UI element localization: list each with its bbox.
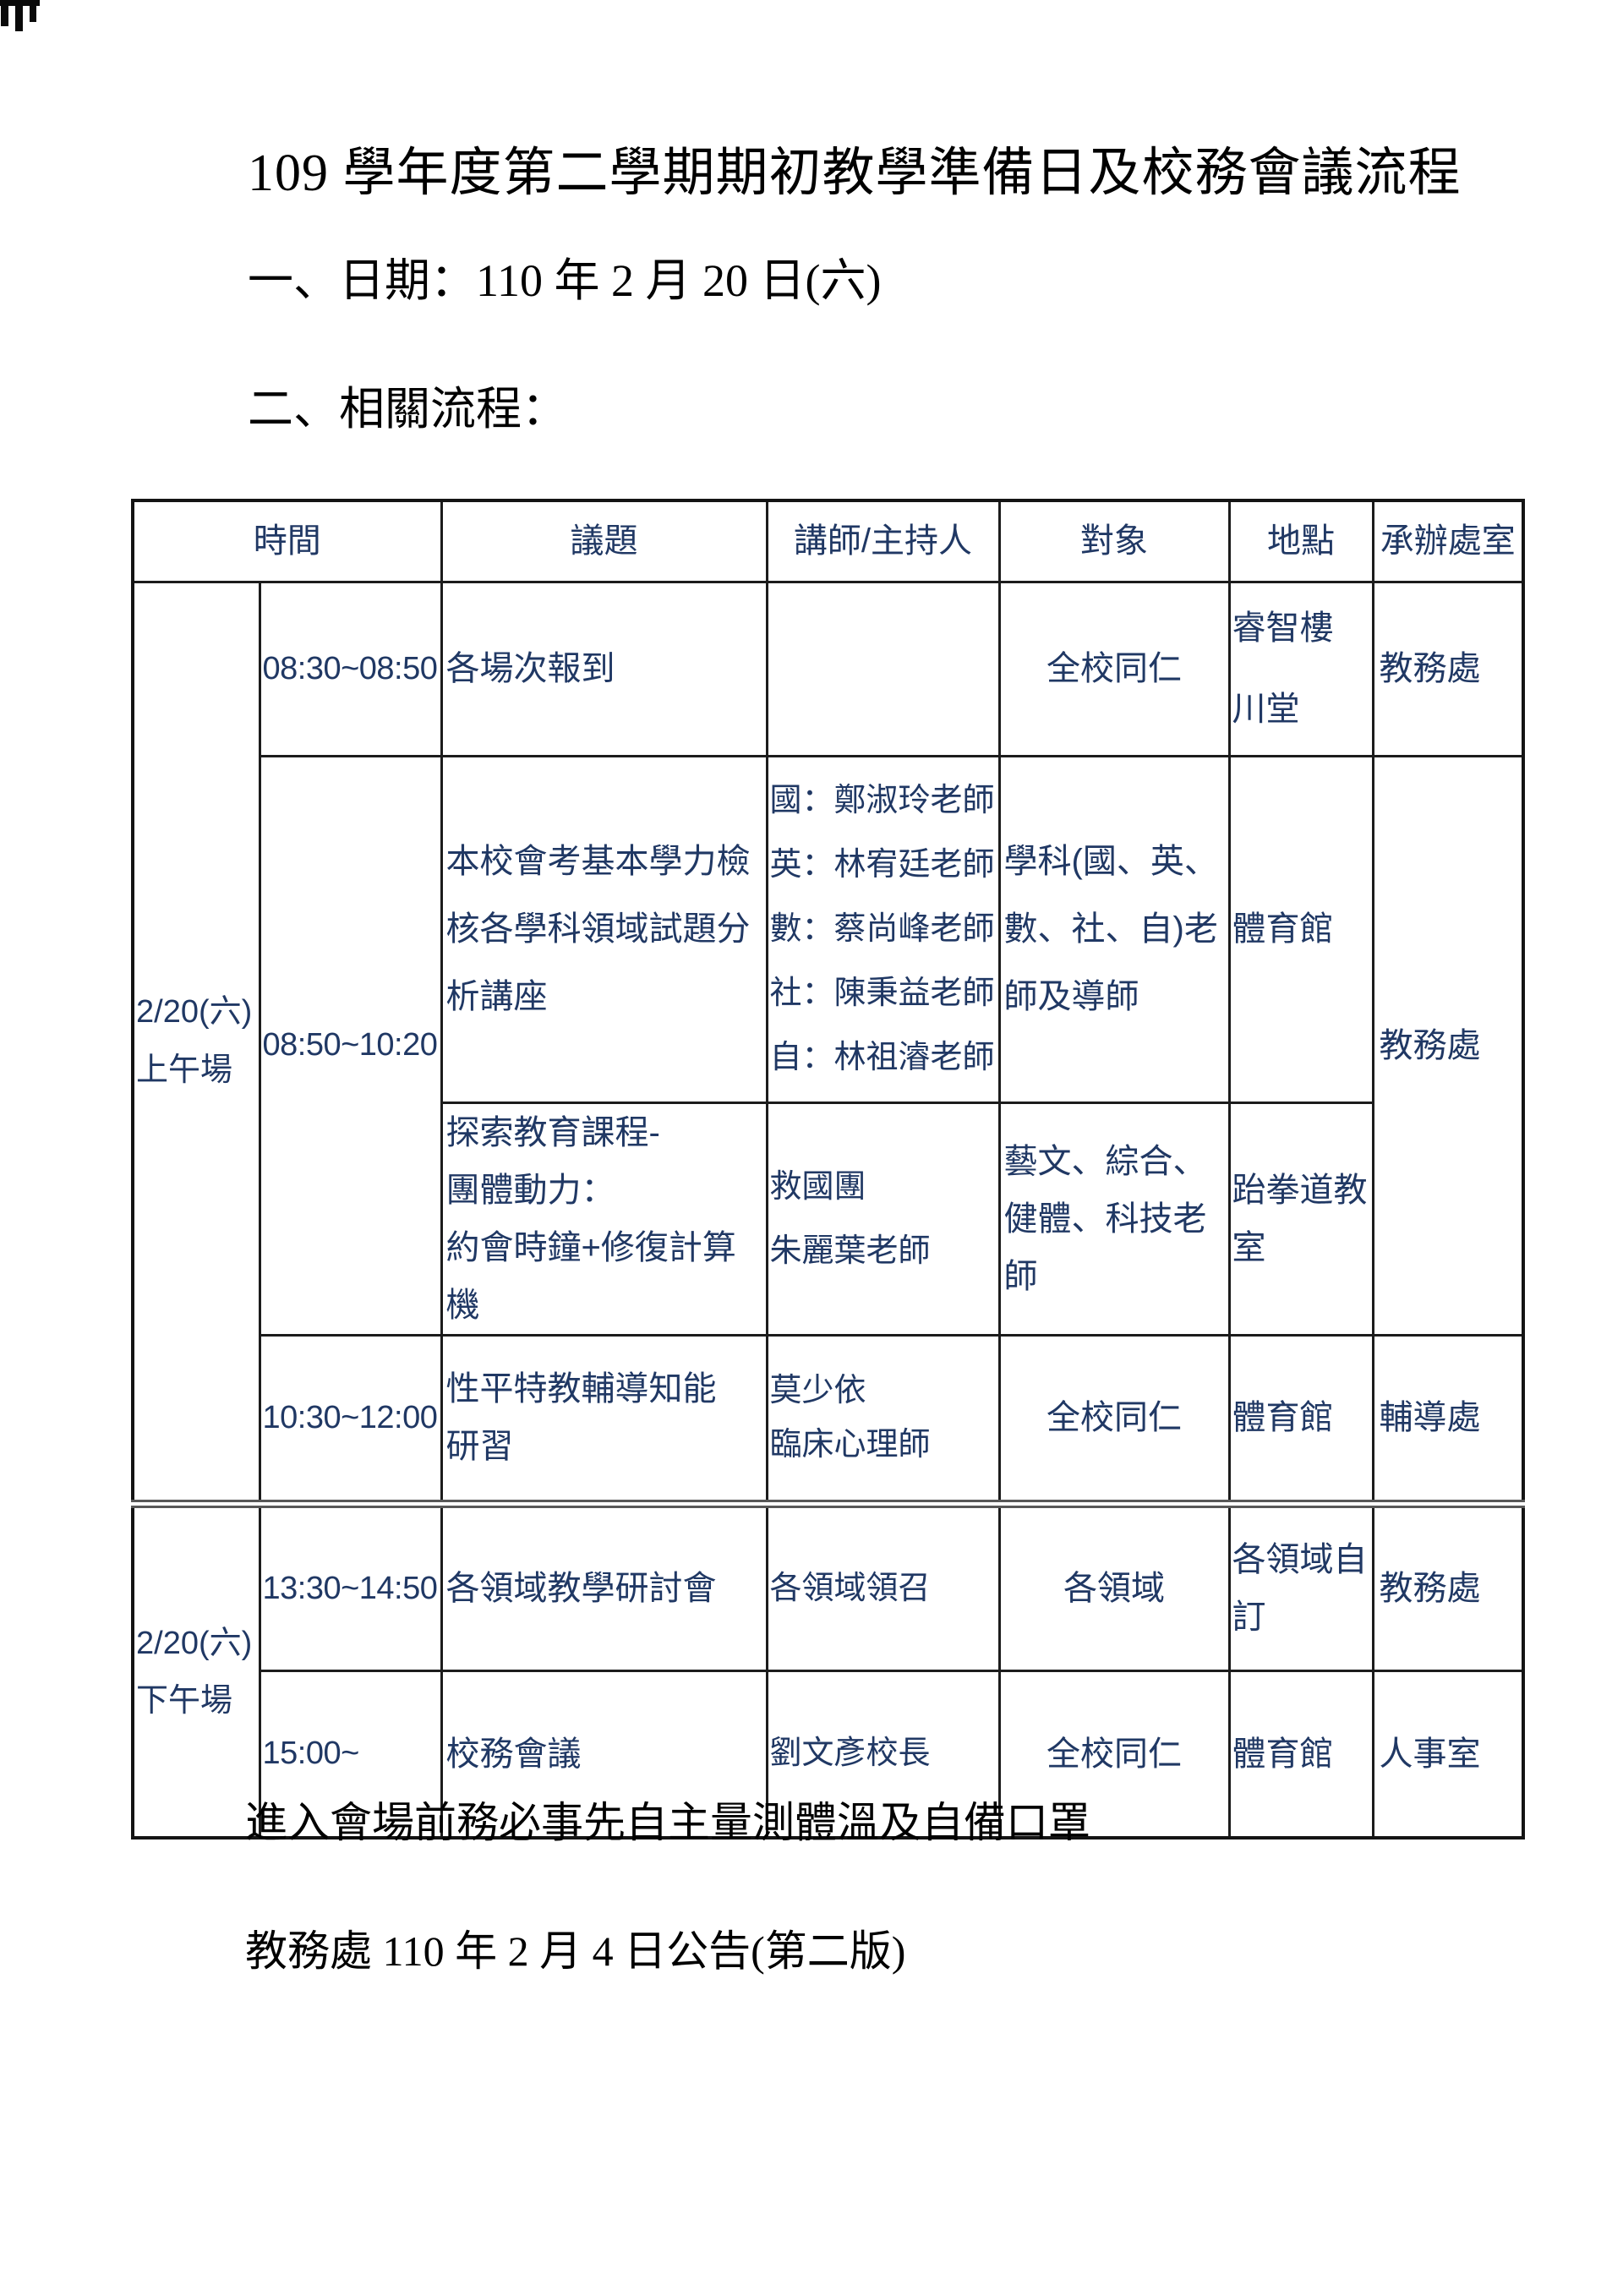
col-header-time: 時間 — [131, 499, 443, 583]
table-row-domain-seminar: 2/20(六) 下午場 13:30~14:50 各領域教學研討會 各領域領召 各… — [131, 1500, 1525, 1840]
health-note: 進入會場前務必事先自主量測體溫及自備口罩 — [245, 1799, 1090, 1846]
table-header-row: 時間 議題 講師/主持人 對象 地點 承辦處室 — [131, 499, 1525, 583]
cell-r2-audience: 學科(國、英、數、社、自)老師及導師 — [997, 754, 1231, 1104]
cell-r5-office: 教務處 — [1371, 1500, 1525, 1672]
cell-r4-topic: 性平特教輔導知能 研習 — [440, 1333, 768, 1506]
cell-r1-location: 睿智樓 川堂 — [1227, 580, 1374, 757]
cell-r3-topic: 探索教育課程- 團體動力： 約會時鐘+修復計算機 — [440, 1101, 768, 1337]
cell-r1-office: 教務處 — [1371, 580, 1525, 757]
cell-r2-location: 體育館 — [1227, 754, 1374, 1104]
section-date: 一、日期：110 年 2 月 20 日(六) — [248, 255, 882, 306]
scan-artifact — [0, 0, 40, 31]
table-row-gender-equity-workshop: 10:30~12:00 性平特教輔導知能 研習 莫少依 臨床心理師 全校同仁 體… — [133, 1333, 1525, 1506]
cell-r5-topic: 各領域教學研討會 — [440, 1500, 768, 1672]
cell-r5-time: 13:30~14:50 — [258, 1500, 443, 1672]
cell-r2-time: 08:50~10:20 — [258, 754, 443, 1337]
cell-r3-audience: 藝文、綜合、健體、科技老師 — [997, 1101, 1231, 1337]
cell-r6-topic: 校務會議 — [440, 1669, 768, 1840]
cell-r5-speaker: 各領域領召 — [765, 1500, 1001, 1672]
table-row-exam-analysis: 08:50~10:20 本校會考基本學力檢核各學科領域試題分析講座 國：鄭淑玲老… — [133, 754, 1525, 1337]
cell-r3-speaker: 救國團 朱麗葉老師 — [765, 1101, 1001, 1337]
table-row-exploration-course: 探索教育課程- 團體動力： 約會時鐘+修復計算機 救國團 朱麗葉老師 藝文、綜合… — [133, 1101, 1523, 1337]
cell-r1-topic: 各場次報到 — [440, 580, 768, 757]
cell-r6-audience: 全校同仁 — [997, 1669, 1231, 1840]
cell-r4-office: 輔導處 — [1371, 1333, 1525, 1506]
cell-r4-speaker: 莫少依 臨床心理師 — [765, 1333, 1001, 1506]
cell-r5-location: 各領域自訂 — [1227, 1500, 1374, 1672]
cell-r2-speaker: 國：鄭淑玲老師 英：林宥廷老師 數：蔡尚峰老師 社：陳秉益老師 自：林祖濬老師 — [765, 754, 1001, 1104]
cell-r1-speaker — [765, 580, 1001, 757]
cell-r5-audience: 各領域 — [997, 1500, 1231, 1672]
cell-r4-audience: 全校同仁 — [997, 1333, 1231, 1506]
table-row-school-affairs-meeting: 15:00~ 校務會議 劉文彥校長 全校同仁 體育館 人事室 — [133, 1669, 1525, 1840]
cell-r6-location: 體育館 — [1227, 1669, 1374, 1840]
schedule-table: 時間 議題 講師/主持人 對象 地點 承辦處室 2/20(六) 上午場 08:3… — [131, 499, 1525, 1840]
cell-r3-location: 跆拳道教室 — [1227, 1101, 1374, 1337]
announcement-line: 教務處 110 年 2 月 4 日公告(第二版) — [245, 1927, 906, 1975]
page-title: 109 學年度第二學期期初教學準備日及校務會議流程 — [248, 145, 1462, 202]
col-header-office: 承辦處室 — [1371, 499, 1525, 583]
table-row-checkin: 2/20(六) 上午場 08:30~08:50 各場次報到 全校同仁 睿智樓 川… — [131, 580, 1525, 1506]
cell-r1-audience: 全校同仁 — [997, 580, 1231, 757]
cell-r6-speaker: 劉文彥校長 — [765, 1669, 1001, 1840]
col-header-audience: 對象 — [997, 499, 1231, 583]
cell-session-morning: 2/20(六) 上午場 — [131, 580, 261, 1506]
col-header-topic: 議題 — [440, 499, 768, 583]
cell-r6-time: 15:00~ — [258, 1669, 443, 1840]
cell-r2-office: 教務處 — [1371, 754, 1525, 1337]
cell-session-afternoon: 2/20(六) 下午場 — [131, 1500, 261, 1840]
col-header-speaker: 講師/主持人 — [765, 499, 1001, 583]
col-header-location: 地點 — [1227, 499, 1374, 583]
cell-r1-time: 08:30~08:50 — [258, 580, 443, 757]
section-flow: 二、相關流程： — [248, 384, 567, 435]
cell-r2-topic: 本校會考基本學力檢核各學科領域試題分析講座 — [440, 754, 768, 1104]
cell-r4-time: 10:30~12:00 — [258, 1333, 443, 1506]
cell-r4-location: 體育館 — [1227, 1333, 1374, 1506]
cell-r6-office: 人事室 — [1371, 1669, 1525, 1840]
